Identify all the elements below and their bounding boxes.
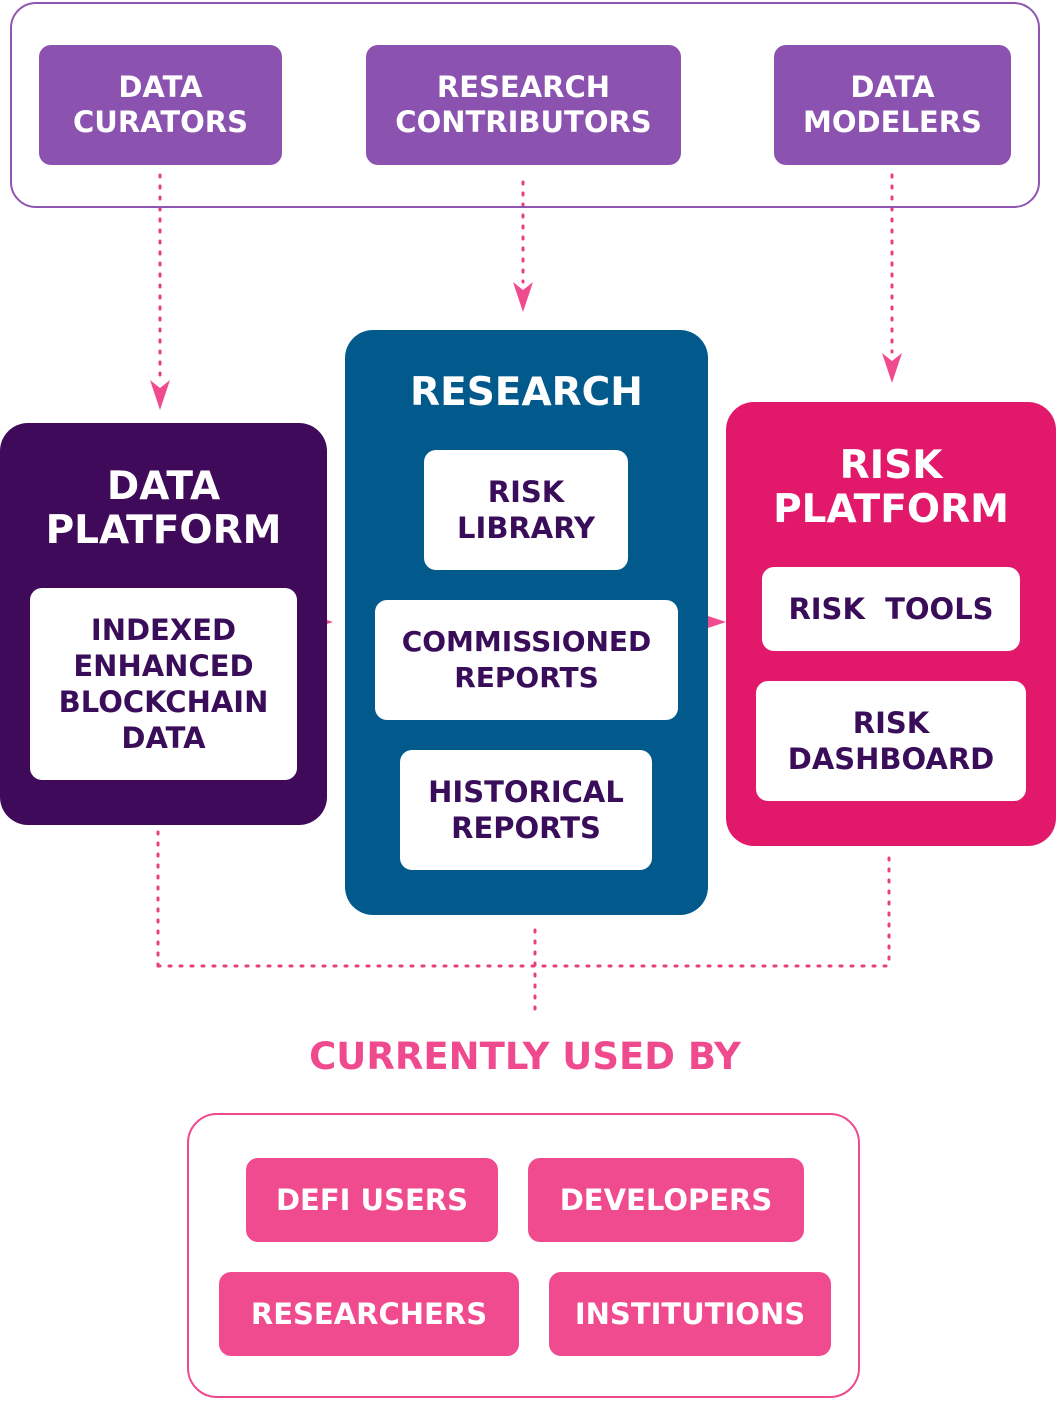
- arrowhead-down-icon: [882, 353, 902, 383]
- indexed-blockchain-data-card: INDEXED ENHANCED BLOCKCHAIN DATA: [30, 588, 297, 780]
- data-modelers-box: DATA MODELERS: [774, 45, 1011, 165]
- risk-platform-title: RISK PLATFORM: [773, 443, 1009, 532]
- data-platform-title: DATA PLATFORM: [45, 464, 282, 553]
- developers-chip: DEVELOPERS: [528, 1158, 804, 1242]
- commissioned-reports-card: COMMISSIONED REPORTS: [375, 600, 678, 720]
- currently-used-by-title: CURRENTLY USED BY: [309, 1034, 741, 1078]
- users-group: [187, 1113, 860, 1398]
- risk-dashboard-card: RISK DASHBOARD: [756, 681, 1026, 801]
- data-curators-box: DATA CURATORS: [39, 45, 282, 165]
- arrowhead-down-icon: [513, 282, 533, 312]
- risk-tools-card: RISK TOOLS: [762, 567, 1020, 651]
- researchers-chip: RESEARCHERS: [219, 1272, 519, 1356]
- research-title: RESEARCH: [410, 370, 643, 415]
- institutions-chip: INSTITUTIONS: [549, 1272, 831, 1356]
- defi-users-chip: DEFI USERS: [246, 1158, 498, 1242]
- risk-library-card: RISK LIBRARY: [424, 450, 628, 570]
- research-contributors-box: RESEARCH CONTRIBUTORS: [366, 45, 681, 165]
- historical-reports-card: HISTORICAL REPORTS: [400, 750, 652, 870]
- contributors-group: [10, 2, 1040, 208]
- arrowhead-down-icon: [150, 380, 170, 410]
